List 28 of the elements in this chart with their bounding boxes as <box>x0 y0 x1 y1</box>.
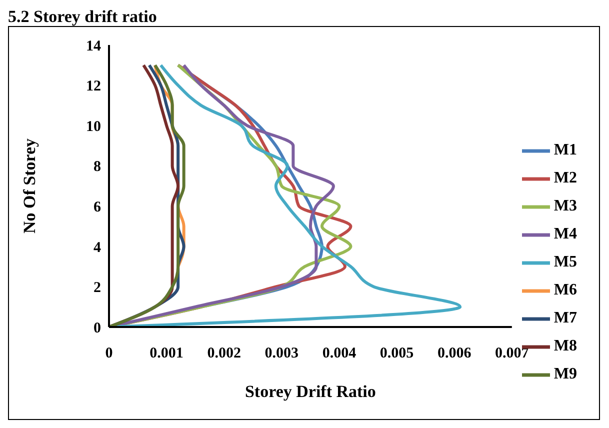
x-axis-title: Storey Drift Ratio <box>244 382 376 401</box>
x-tick-label: 0 <box>105 346 113 362</box>
y-tick-label: 12 <box>86 78 101 95</box>
y-tick-label: 4 <box>94 240 102 256</box>
legend-label: M6 <box>554 282 577 299</box>
y-tick-label: 10 <box>86 118 101 135</box>
y-axis-title: No Of Storey <box>20 138 40 234</box>
x-tick-label: 0.001 <box>150 346 184 362</box>
y-tick-label: 8 <box>94 159 101 176</box>
legend-label: M7 <box>554 310 577 327</box>
legend-label: M4 <box>554 226 577 243</box>
x-tick-label: 0.002 <box>207 346 241 362</box>
legend-label: M5 <box>554 254 577 271</box>
legend-label: M2 <box>554 170 577 187</box>
legend-label: M8 <box>554 338 577 355</box>
y-tick-label: 0 <box>94 320 101 336</box>
x-tick-label: 0.003 <box>264 346 299 362</box>
chart-title: 5.2 Storey drift ratio <box>8 7 158 26</box>
x-tick-label: 0.004 <box>322 346 357 362</box>
legend-label: M9 <box>554 366 577 383</box>
x-tick-label: 0.005 <box>380 346 414 362</box>
y-tick-label: 2 <box>94 280 101 296</box>
x-tick-label: 0.007 <box>495 346 530 362</box>
y-tick-label: 14 <box>86 38 102 54</box>
legend-label: M1 <box>554 142 577 159</box>
y-tick-label: 6 <box>94 199 102 216</box>
x-tick-label: 0.006 <box>437 346 472 362</box>
legend-label: M3 <box>554 198 577 215</box>
